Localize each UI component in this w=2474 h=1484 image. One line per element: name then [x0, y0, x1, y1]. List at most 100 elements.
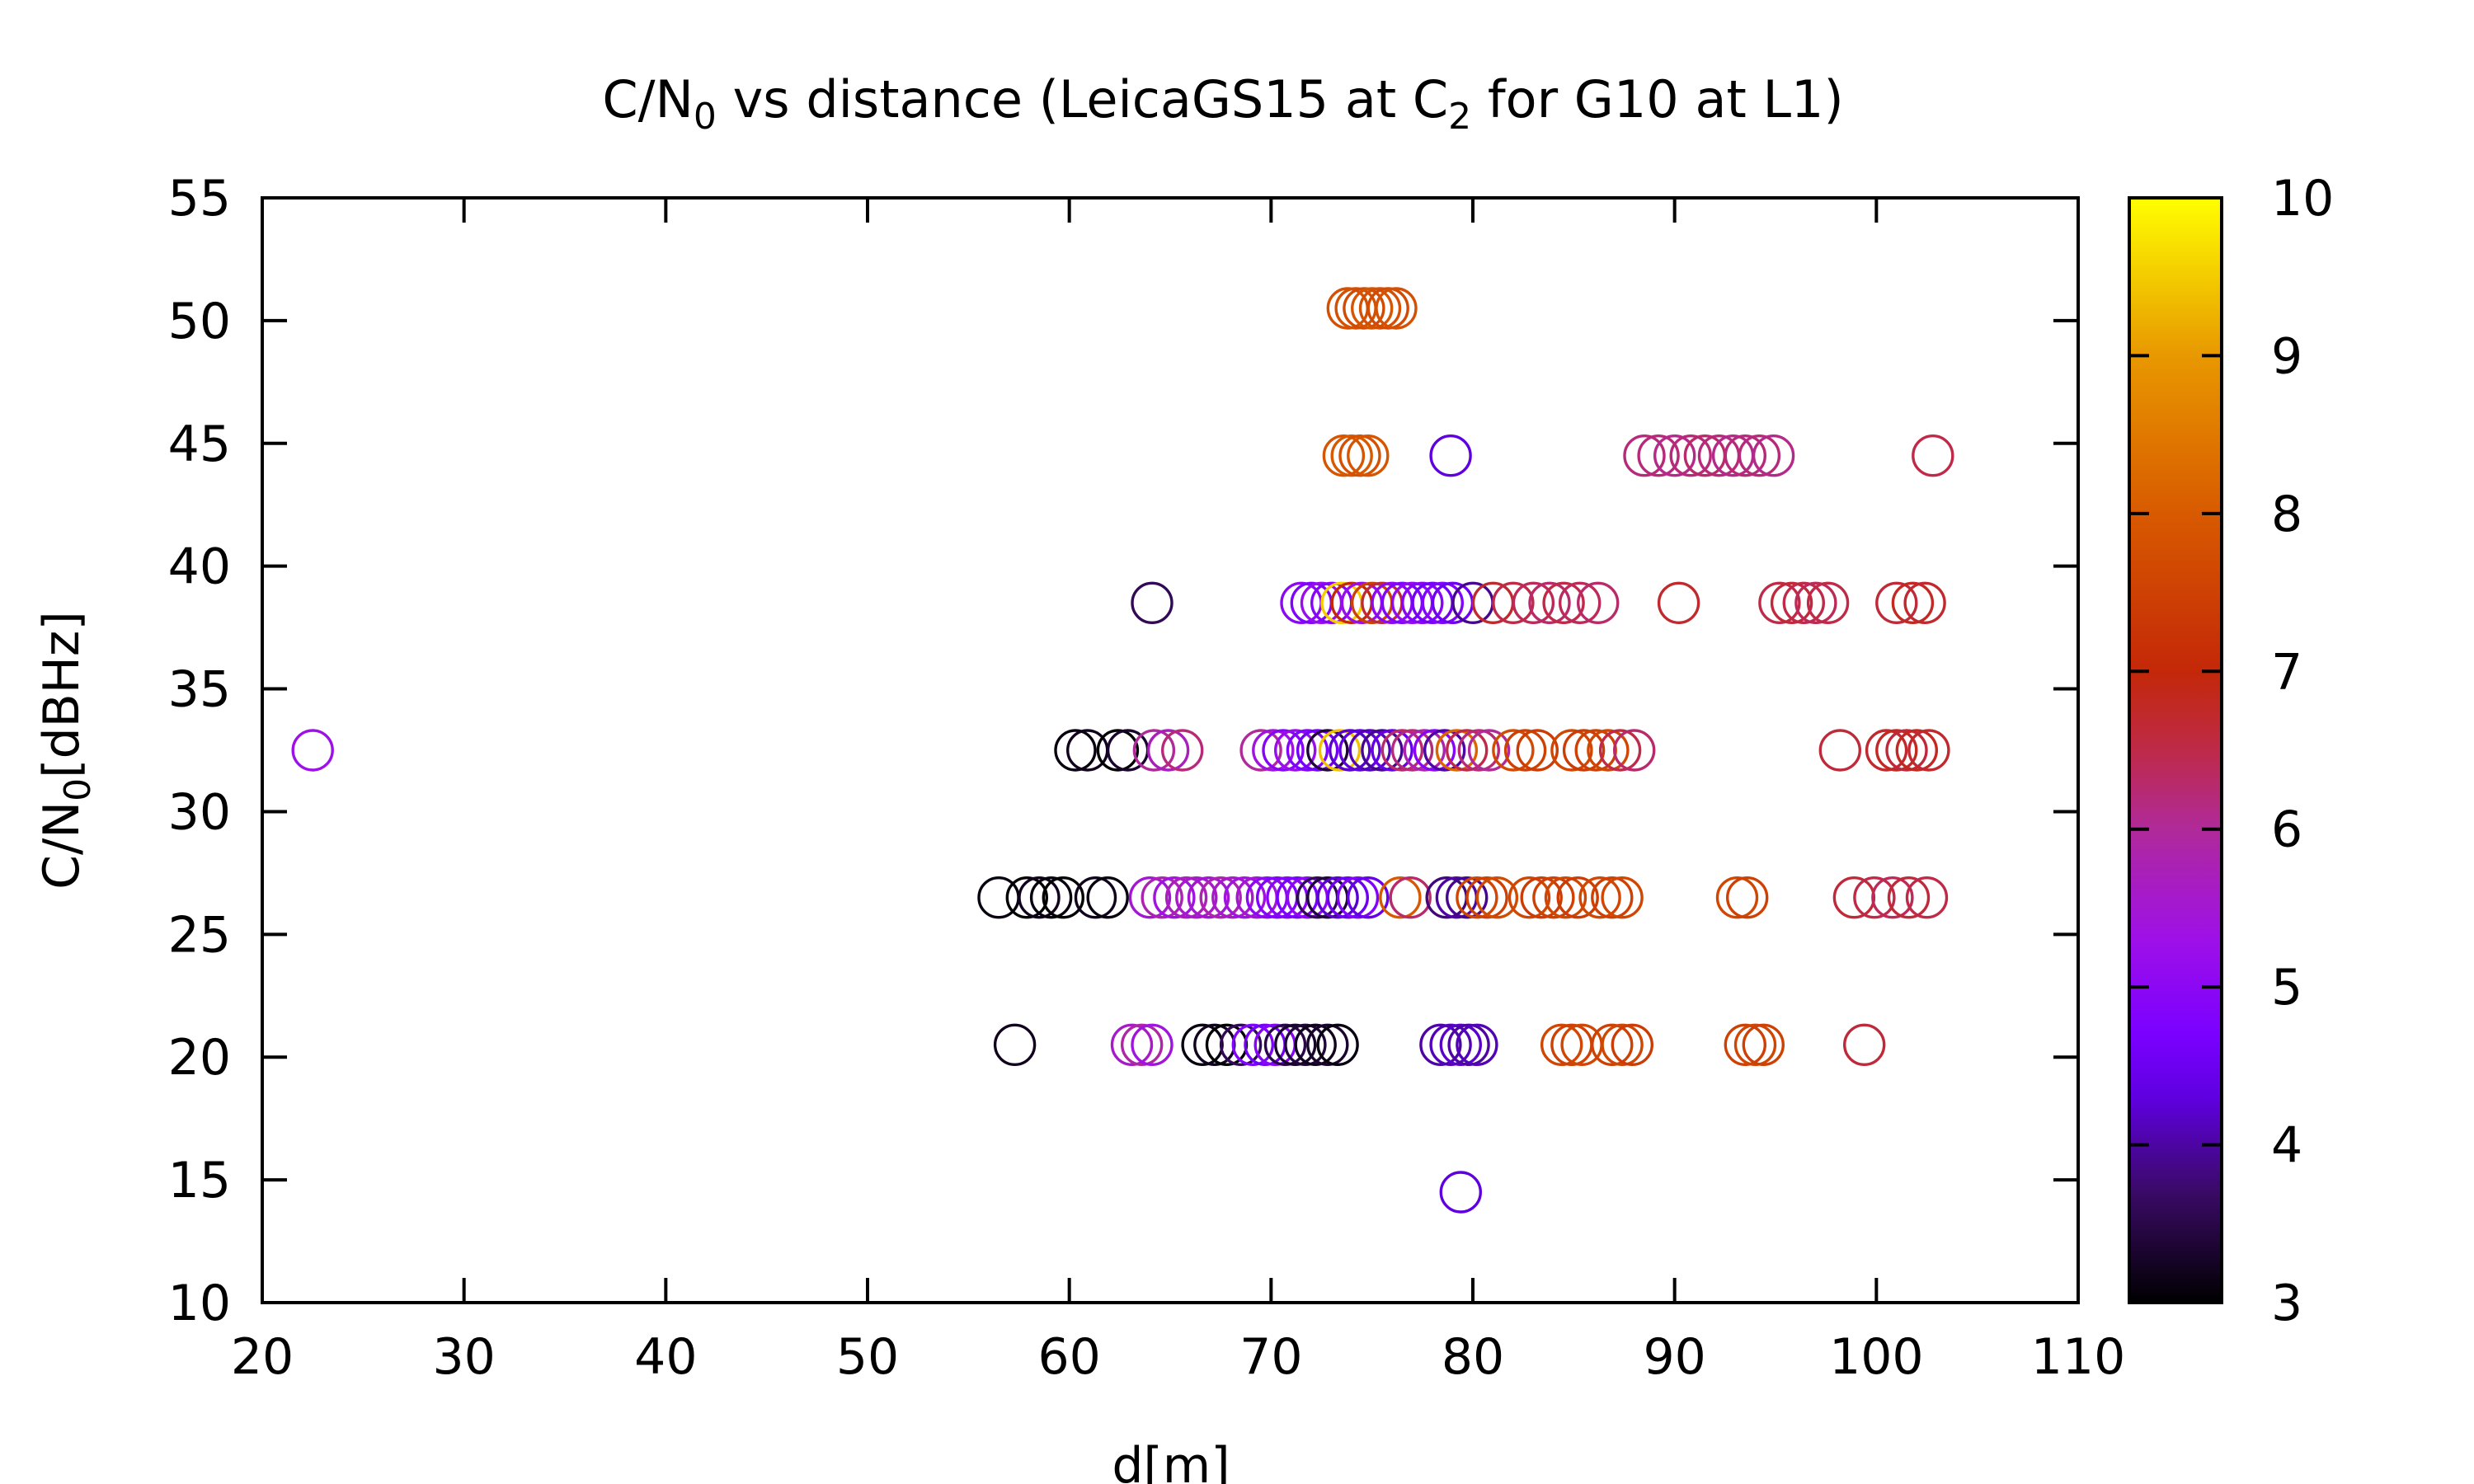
- chart-title-subscript: 0: [694, 96, 717, 138]
- data-points: [291, 287, 1954, 1214]
- data-point: [1456, 1023, 1498, 1067]
- data-point: [1912, 434, 1954, 477]
- chart-title-part: C/N: [602, 69, 694, 129]
- data-point: [1528, 581, 1571, 624]
- data-point: [1475, 876, 1519, 919]
- x-axis: 20 30 40 50 60 70 80 90 100 110: [231, 198, 2125, 1386]
- data-point: [1492, 729, 1535, 772]
- data-point: [1306, 1023, 1349, 1067]
- data-point: [1637, 434, 1680, 477]
- data-point: [1347, 876, 1390, 919]
- data-point: [1286, 729, 1329, 772]
- data-point: [1322, 434, 1366, 477]
- y-tick-label: 40: [168, 538, 231, 596]
- x-tick-label: 70: [1239, 1328, 1302, 1386]
- data-point: [1445, 876, 1489, 919]
- data-point: [1263, 1023, 1307, 1067]
- data-point: [1375, 287, 1418, 330]
- data-point: [1507, 876, 1551, 919]
- data-point: [1558, 581, 1602, 624]
- data-point: [1752, 434, 1795, 477]
- colorbar-tick-label: 4: [2271, 1117, 2302, 1175]
- data-point: [1467, 729, 1511, 772]
- colorbar-tick-label: 8: [2271, 486, 2302, 543]
- x-tick-label: 40: [634, 1328, 697, 1386]
- data-point: [1164, 876, 1208, 919]
- plot-frame: [261, 196, 2080, 1304]
- y-tick-label: 15: [168, 1152, 231, 1209]
- data-point: [1284, 1023, 1327, 1067]
- data-point: [1456, 876, 1498, 919]
- data-point: [1175, 876, 1218, 919]
- y-axis-label-part: [dBHz]: [33, 611, 91, 778]
- data-point: [1273, 729, 1317, 772]
- y-tick-label: 30: [168, 783, 231, 841]
- colorbar-axis: 3 4 5 6 7 8 9 10: [2129, 170, 2334, 1332]
- data-point: [1895, 729, 1939, 772]
- data-point: [1199, 876, 1242, 919]
- data-point: [1131, 1023, 1174, 1067]
- y-axis-label-part: C/N: [33, 801, 91, 890]
- colorbar-tick-label: 3: [2271, 1275, 2302, 1332]
- data-point: [1544, 876, 1587, 919]
- data-point: [1715, 876, 1759, 919]
- data-point: [1782, 581, 1826, 624]
- colorbar-frame: [2128, 196, 2223, 1304]
- data-point: [1540, 1023, 1583, 1067]
- data-point: [1794, 581, 1837, 624]
- data-point: [1865, 729, 1908, 772]
- data-point: [1294, 1023, 1337, 1067]
- data-point: [1223, 876, 1267, 919]
- data-point: [993, 1023, 1037, 1067]
- data-point: [1532, 876, 1575, 919]
- data-point: [1550, 1023, 1593, 1067]
- data-point: [1389, 876, 1432, 919]
- x-tick-label: 30: [432, 1328, 495, 1386]
- colorbar-tick-label: 5: [2271, 959, 2302, 1017]
- data-point: [1421, 581, 1465, 624]
- data-point: [1132, 729, 1176, 772]
- data-point: [1907, 729, 1950, 772]
- colorbar: [2129, 198, 2222, 1303]
- data-point: [1516, 729, 1559, 772]
- data-point: [1054, 729, 1097, 772]
- data-point: [1187, 876, 1230, 919]
- data-point: [291, 729, 334, 772]
- data-point: [1733, 1023, 1777, 1067]
- data-point: [1853, 876, 1896, 919]
- data-point: [1413, 729, 1456, 772]
- data-point: [1512, 581, 1555, 624]
- y-axis-label-subscript: 0: [57, 778, 99, 801]
- data-point: [1601, 876, 1644, 919]
- x-tick-label: 100: [1829, 1328, 1924, 1386]
- data-point: [1131, 581, 1174, 624]
- data-point: [1875, 729, 1918, 772]
- data-point: [1724, 434, 1767, 477]
- data-point: [1669, 434, 1712, 477]
- data-point: [1350, 287, 1394, 330]
- data-point: [1371, 729, 1413, 772]
- data-point: [1903, 581, 1946, 624]
- data-point: [1891, 581, 1935, 624]
- x-tick-label: 50: [836, 1328, 899, 1386]
- data-point: [1653, 434, 1696, 477]
- data-point: [1338, 729, 1381, 772]
- data-point: [1096, 729, 1140, 772]
- data-point: [1742, 1023, 1785, 1067]
- data-point: [1018, 876, 1061, 919]
- data-point: [1447, 1023, 1490, 1067]
- data-point: [1086, 876, 1129, 919]
- y-tick-label: 10: [168, 1275, 231, 1332]
- data-point: [1770, 581, 1813, 624]
- data-point: [1366, 287, 1409, 330]
- y-tick-label: 25: [168, 906, 231, 964]
- data-point: [1591, 1023, 1634, 1067]
- data-point: [1330, 434, 1373, 477]
- data-point: [1724, 1023, 1767, 1067]
- data-point: [1348, 729, 1391, 772]
- chart-title: C/N0 vs distance (LeicaGS15 at C2 for G1…: [602, 69, 1843, 138]
- data-point: [1239, 729, 1282, 772]
- colorbar-tick-label: 9: [2271, 327, 2302, 385]
- data-point: [1316, 876, 1359, 919]
- data-point: [1542, 581, 1585, 624]
